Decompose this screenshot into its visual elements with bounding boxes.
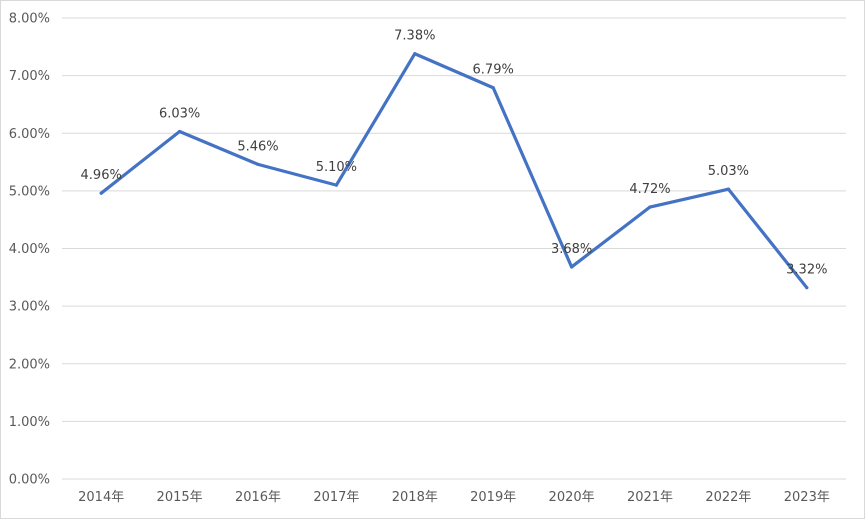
data-label: 6.03% (159, 107, 200, 122)
data-label: 4.96% (81, 168, 122, 183)
series-group (99, 52, 809, 290)
y-tick-label: 2.00% (9, 357, 50, 372)
y-tick-label: 3.00% (9, 300, 50, 315)
data-point (178, 129, 182, 134)
y-tick-label: 5.00% (9, 184, 50, 199)
data-label: 4.72% (629, 182, 670, 197)
data-label: 7.38% (394, 29, 435, 44)
x-tick-label: 2023年 (784, 490, 830, 505)
data-label: 5.46% (237, 139, 278, 154)
y-tick-label: 7.00% (9, 69, 50, 84)
x-tick-label: 2015年 (157, 490, 203, 505)
x-tick-label: 2016年 (235, 490, 281, 505)
data-point (648, 205, 652, 209)
data-label: 6.79% (473, 63, 514, 78)
x-tick-label: 2019年 (470, 490, 516, 505)
x-tick-label: 2017年 (313, 490, 359, 505)
x-tick-label: 2018年 (392, 490, 438, 505)
data-point (570, 265, 574, 269)
x-tick-label: 2021年 (627, 490, 673, 505)
data-point (256, 162, 260, 166)
y-tick-label: 0.00% (9, 473, 50, 488)
y-tick-label: 4.00% (9, 242, 50, 257)
series-line (99, 52, 809, 290)
x-tick-label: 2022年 (705, 490, 751, 505)
data-label: 5.10% (316, 160, 357, 175)
data-labels: 4.96% 6.03% 5.46% 5.10% 7.38% 6.79% 3.68% 4.72%… (81, 29, 828, 278)
y-tick-label: 1.00% (9, 415, 50, 430)
data-label: 3.68% (551, 242, 592, 257)
y-tick-label: 8.00% (9, 12, 50, 27)
data-point (334, 183, 338, 187)
data-point (805, 286, 809, 290)
y-tick-label: 6.00% (9, 127, 50, 142)
x-tick-label: 2020年 (549, 490, 595, 505)
x-axis-tick-labels: 2014年 2015年 2016年 2017年 2018年 2019年 2020年 2021年… (78, 490, 830, 505)
data-label: 3.32% (786, 263, 827, 278)
gridlines (62, 17, 846, 480)
data-point (726, 187, 731, 191)
x-tick-label: 2014年 (78, 490, 124, 505)
data-point (413, 52, 417, 56)
y-axis-tick-labels: 0.00% 1.00% 2.00% 3.00% 4.00% 5.00% 6.00% 7.00%… (9, 12, 50, 488)
data-point (99, 191, 103, 195)
data-label: 5.03% (708, 164, 749, 179)
data-point (491, 86, 495, 90)
